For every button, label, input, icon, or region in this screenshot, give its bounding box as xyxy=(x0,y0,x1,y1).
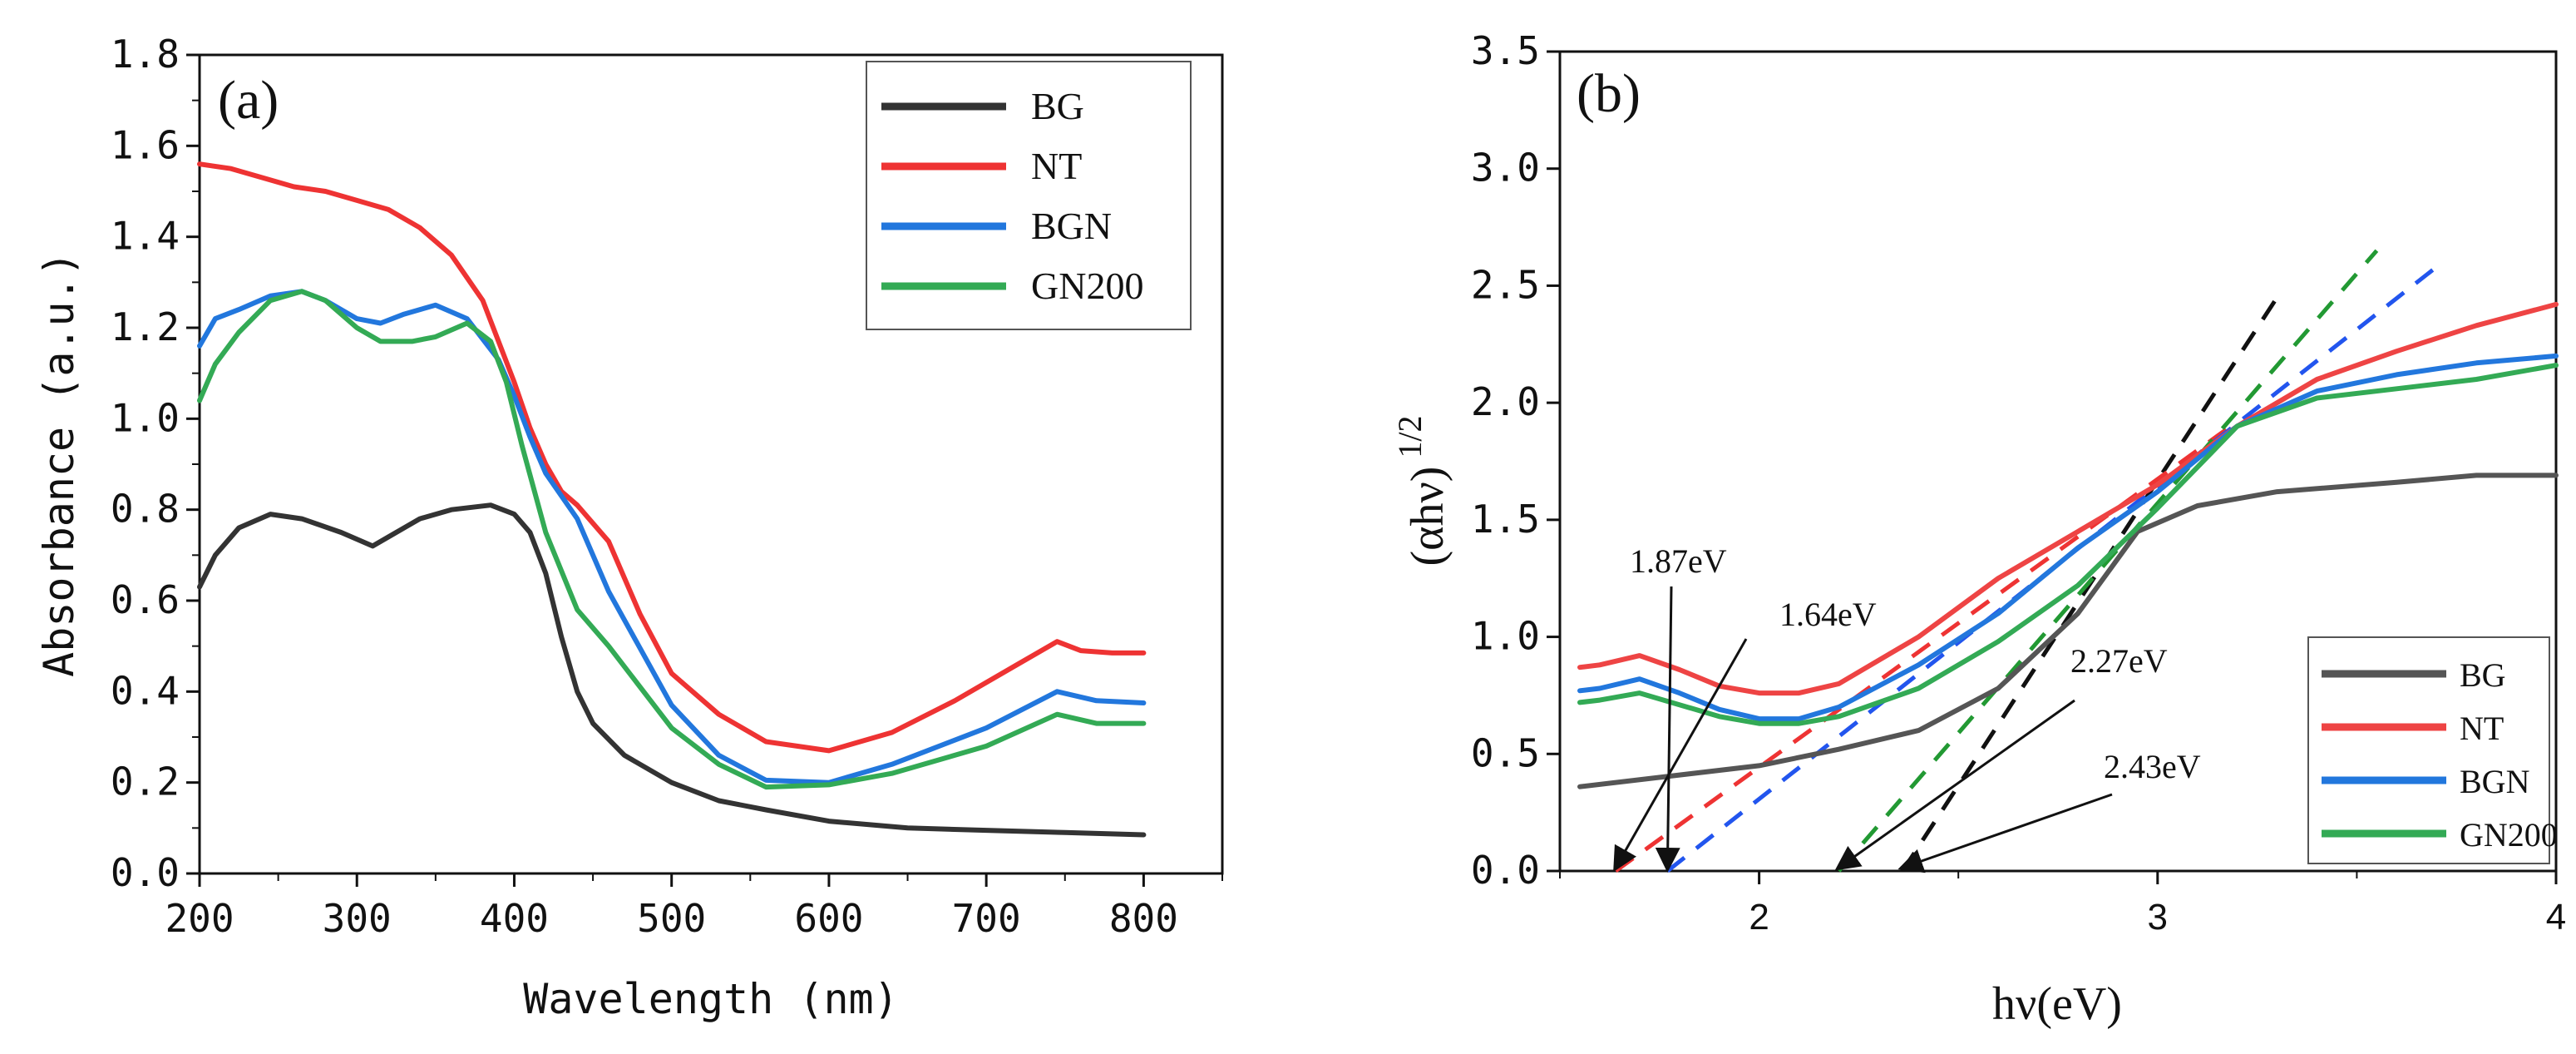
panel-b-y-tick-label: 0.5 xyxy=(1471,730,1540,775)
panel-b-y-tick-label: 3.5 xyxy=(1471,28,1540,73)
panel-a-legend: BG NT BGN GN200 xyxy=(866,61,1192,330)
panel-a-series-line-bg xyxy=(197,502,1147,838)
panel-b-x-axis-title: hν(eV) xyxy=(1992,978,2122,1030)
panel-a-x-axis-title: Wavelength (nm) xyxy=(523,975,899,1023)
panel-a-x-tick-label: 600 xyxy=(794,896,863,941)
panel-b-y-axis-title-group: (αhν) 1/2 xyxy=(1391,415,1453,566)
panel-b-x-tick-label: 3 xyxy=(2148,897,2168,938)
panel-a-x-tick-label: 200 xyxy=(165,896,234,941)
annotation-arrow-1-87ev xyxy=(1655,586,1680,873)
panel-a-series-line-gn200 xyxy=(197,289,1147,790)
panel-b-legend-label-bg: BG xyxy=(2460,656,2506,694)
panel-a-y-tick-label: 0.4 xyxy=(111,668,180,713)
panel-b-x-tick-label: 4 xyxy=(2546,897,2566,938)
annotation-label-2-27ev: 2.27eV xyxy=(2070,642,2168,680)
panel-a-series xyxy=(197,161,1147,838)
panel-b-series-line-bg xyxy=(1577,473,2559,789)
panel-a-legend-label-bg: BG xyxy=(1031,85,1084,127)
panel-b-label: (b) xyxy=(1577,63,1641,124)
panel-b-series-line-nt xyxy=(1577,301,2559,696)
panel-b-x-tick-label: 2 xyxy=(1749,897,1769,938)
panel-b-y-axis-title-superscript: 1/2 xyxy=(1391,415,1429,458)
panel-b-y-tick-label: 0.0 xyxy=(1471,848,1540,893)
panel-b-legend-label-gn200: GN200 xyxy=(2460,816,2558,854)
annotation-label-1-87ev: 1.87eV xyxy=(1630,542,1727,580)
panel-b-y-tick-label: 2.5 xyxy=(1471,262,1540,307)
panel-b-y-tick-label: 2.0 xyxy=(1471,379,1540,424)
panel-a-legend-label-bgn: BGN xyxy=(1031,205,1112,247)
panel-a-y-tick-label: 0.2 xyxy=(111,760,180,804)
panel-b-y-axis-title: (αhν) 1/2 xyxy=(1391,415,1453,566)
panel-b-series-line-bgn xyxy=(1577,353,2559,722)
annotation-label-1-64ev: 1.64eV xyxy=(1779,596,1877,633)
panel-a-y-tick-label: 1.8 xyxy=(111,32,180,77)
panel-b-legend: BG NT BGN GN200 xyxy=(2307,636,2558,864)
panel-b-y-tick-label: 1.5 xyxy=(1471,497,1540,542)
annotation-arrow-1-64ev xyxy=(1613,638,1748,873)
panel-a-x-tick-label: 400 xyxy=(480,896,549,941)
panel-a-y-tick-label: 0.6 xyxy=(111,577,180,622)
panel-a-y-tick-label: 1.2 xyxy=(111,304,180,349)
panel-a-y-axis-title: Absorbance (a.u.) xyxy=(35,251,83,677)
panel-a-series-line-bgn xyxy=(197,289,1147,785)
panel-a-y-tick-label: 1.0 xyxy=(111,395,180,440)
panel-b-ticks: 0.0 0.5 1.0 1.5 2.0 2.5 3.0 3.5 2 3 4 xyxy=(1471,28,2566,938)
panel-a-legend-label-gn200: GN200 xyxy=(1031,265,1143,307)
panel-b-series-line-gn200 xyxy=(1577,363,2559,726)
panel-b-y-tick-label: 3.0 xyxy=(1471,146,1540,191)
panel-b-y-tick-label: 1.0 xyxy=(1471,614,1540,659)
panel-b: 0.0 0.5 1.0 1.5 2.0 2.5 3.0 3.5 2 3 4 1.87eV 1.64eV… xyxy=(1391,28,2566,1030)
panel-b-series xyxy=(1577,301,2559,789)
panel-a-ticks: 0.0 0.2 0.4 0.6 0.8 1.0 1.2 1.4 1.6 1.8 200 300 400 5… xyxy=(111,32,1223,941)
panel-b-legend-label-bgn: BGN xyxy=(2460,763,2529,800)
panel-a-x-tick-label: 300 xyxy=(323,896,392,941)
annotation-label-2-43ev: 2.43eV xyxy=(2104,748,2201,785)
panel-b-legend-label-nt: NT xyxy=(2460,710,2504,747)
panel-a-y-tick-label: 1.4 xyxy=(111,214,180,259)
panel-a-y-tick-label: 0.8 xyxy=(111,487,180,532)
panel-a-label: (a) xyxy=(218,70,279,131)
panel-a-y-tick-label: 1.6 xyxy=(111,122,180,167)
panel-b-plot-frame xyxy=(1558,50,2558,873)
panel-a-series-line-nt xyxy=(197,161,1147,754)
panel-b-annotations: 1.87eV 1.64eV 2.27eV 2.43eV xyxy=(1613,542,2201,873)
panel-a-y-tick-label: 0.0 xyxy=(111,850,180,895)
annotation-arrow-2-27ev xyxy=(1834,699,2075,871)
panel-a-legend-label-nt: NT xyxy=(1031,145,1082,187)
panel-a: 0.0 0.2 0.4 0.6 0.8 1.0 1.2 1.4 1.6 1.8 200 300 400 5… xyxy=(35,32,1224,1023)
panel-a-x-tick-label: 800 xyxy=(1109,896,1178,941)
annotation-arrow-2-43ev xyxy=(1897,793,2113,873)
panel-b-y-axis-title-main: (αhν) xyxy=(1402,467,1453,567)
panel-a-x-tick-label: 700 xyxy=(952,896,1021,941)
tangent-line-gn200-fit xyxy=(1837,249,2379,873)
panel-a-x-tick-label: 500 xyxy=(637,896,706,941)
